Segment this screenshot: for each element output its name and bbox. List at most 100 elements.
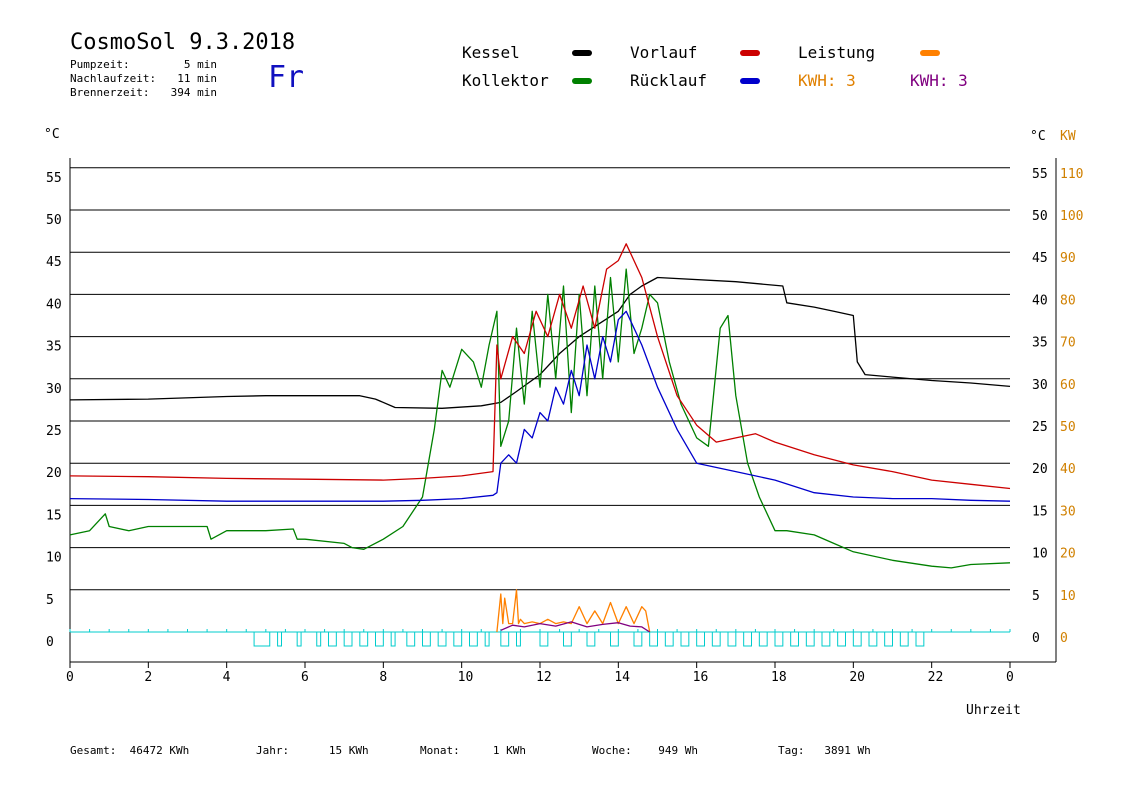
weekday-label: Fr: [268, 60, 305, 95]
y-tick-label-right: 5: [1032, 589, 1040, 604]
legend-kwh-orange: KWH: 3: [798, 71, 856, 90]
legend-leistung-swatch: [920, 50, 940, 56]
y-tick-label-left: 55: [46, 171, 62, 186]
series-line-leistung: [496, 589, 651, 633]
pump-interval: [422, 631, 431, 647]
footer-label: Monat:: [420, 744, 460, 757]
x-tick-label: 0: [66, 670, 74, 685]
x-tick-label: 22: [928, 670, 944, 685]
kw-tick-label: 80: [1060, 293, 1076, 308]
footer-value: 46472 KWh: [129, 744, 190, 757]
y-tick-label-left: 10: [46, 551, 62, 566]
chart-grid: [70, 167, 1010, 591]
x-tick-label: 8: [379, 670, 387, 685]
pump-interval: [711, 631, 721, 647]
series-line-kessel: [69, 276, 1011, 409]
pump-interval: [727, 631, 737, 647]
pump-interval: [868, 631, 878, 647]
kw-tick-label: 10: [1060, 589, 1076, 604]
kw-tick-label: 70: [1060, 336, 1076, 351]
legend-vorlauf-swatch: [740, 50, 760, 56]
pump-interval: [915, 631, 925, 647]
x-tick-label: 6: [301, 670, 309, 685]
y-axis-label-right: °C: [1030, 129, 1046, 144]
pump-interval: [343, 631, 353, 647]
y-tick-label-left: 0: [46, 635, 54, 650]
pump-interval: [437, 631, 447, 647]
pump-interval: [359, 631, 369, 647]
series-line-kwh_purple: [500, 621, 651, 633]
kw-tick-label: 110: [1060, 167, 1083, 182]
pump-interval: [406, 631, 416, 647]
y-tick-label-right: 35: [1032, 336, 1048, 351]
y-tick-label-right: 30: [1032, 378, 1048, 393]
chart-axes: [69, 158, 1057, 668]
stat-pumpzeit: Pumpzeit: 5 min: [70, 58, 217, 71]
pump-interval: [610, 631, 619, 647]
legend-leistung: Leistung: [798, 43, 876, 62]
footer-value: 949 Wh: [658, 744, 698, 757]
series-line-kollektor: [69, 268, 1011, 569]
footer-value: 3891 Wh: [824, 744, 871, 757]
pump-interval: [484, 631, 490, 647]
y-tick-label-left: 5: [46, 593, 54, 608]
y-axis-label-left: °C: [44, 127, 60, 142]
legend-kollektor-swatch: [572, 78, 592, 84]
y-tick-label-right: 45: [1032, 251, 1048, 266]
legend-kessel: Kessel: [462, 43, 520, 62]
pump-interval: [664, 631, 674, 647]
footer-gesamt: Gesamt: 46472 KWh: [70, 744, 189, 757]
y-tick-label-right: 20: [1032, 462, 1048, 477]
pump-interval: [852, 631, 862, 647]
pump-interval: [758, 631, 768, 647]
pump-interval: [539, 631, 549, 647]
footer-woche: Woche: 949 Wh: [592, 744, 698, 757]
y-tick-label-left: 20: [46, 466, 62, 481]
pump-interval: [884, 631, 894, 647]
pump-interval: [563, 631, 572, 647]
legend-ruecklauf: Rücklauf: [630, 71, 708, 90]
legend-kwh-purple: KWH: 3: [910, 71, 968, 90]
pump-interval: [277, 631, 283, 647]
pump-interval: [805, 631, 815, 647]
stat-brennerzeit: Brennerzeit: 394 min: [70, 86, 217, 99]
kw-tick-label: 50: [1060, 420, 1076, 435]
footer-tag: Tag: 3891 Wh: [778, 744, 871, 757]
kw-axis-label: KW: [1060, 129, 1076, 144]
x-axis-label: Uhrzeit: [966, 703, 1021, 718]
y-tick-label-right: 25: [1032, 420, 1048, 435]
x-tick-label: 10: [458, 670, 474, 685]
y-tick-label-right: 15: [1032, 504, 1048, 519]
x-tick-label: 0: [1006, 670, 1014, 685]
x-tick-label: 16: [693, 670, 709, 685]
legend-kessel-swatch: [572, 50, 592, 56]
legend-vorlauf: Vorlauf: [630, 43, 698, 62]
footer-monat: Monat: 1 KWh: [420, 744, 526, 757]
x-tick-label: 14: [614, 670, 630, 685]
y-tick-label-right: 55: [1032, 167, 1048, 182]
y-tick-label-left: 45: [46, 255, 62, 270]
series-line-ruecklauf: [69, 310, 1011, 502]
pump-interval: [453, 631, 463, 647]
pump-interval: [633, 631, 643, 647]
pump-interval: [316, 631, 322, 647]
page-title: CosmoSol 9.3.2018: [70, 30, 296, 55]
y-tick-label-left: 25: [46, 424, 62, 439]
chart-series: [69, 243, 1011, 647]
kw-tick-label: 40: [1060, 462, 1076, 477]
kw-tick-label: 100: [1060, 209, 1083, 224]
pump-interval: [328, 631, 337, 647]
footer-value: 15 KWh: [328, 744, 369, 757]
kw-tick-label: 60: [1060, 378, 1076, 393]
series-line-vorlauf: [69, 243, 1011, 490]
pump-interval: [390, 631, 396, 647]
stat-label: Brennerzeit:: [70, 86, 150, 99]
footer-label: Gesamt:: [70, 744, 117, 757]
pump-interval: [375, 631, 384, 647]
kw-tick-label: 0: [1060, 631, 1068, 646]
stat-label: Pumpzeit:: [70, 58, 130, 71]
y-tick-label-right: 40: [1032, 293, 1048, 308]
pump-interval: [469, 631, 478, 647]
